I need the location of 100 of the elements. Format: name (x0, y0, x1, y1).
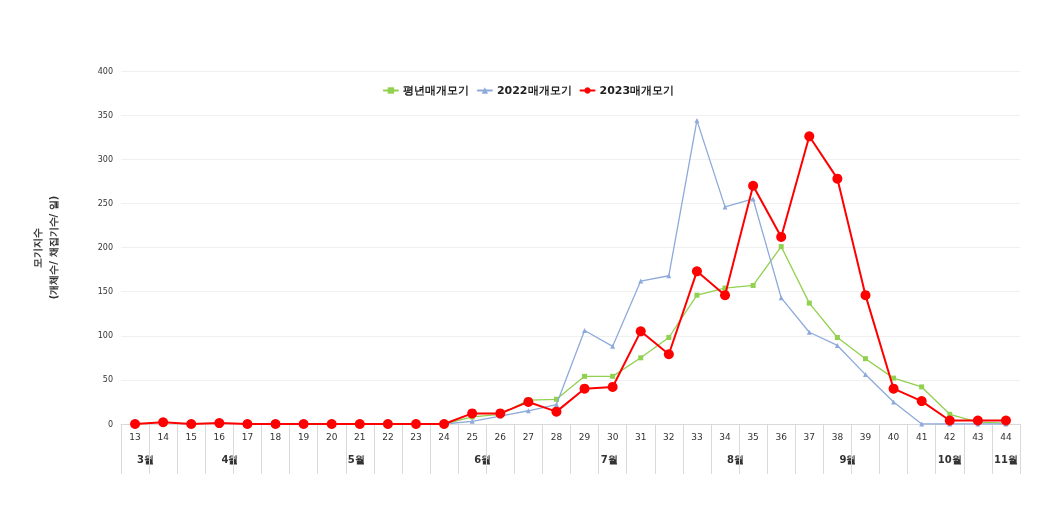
y-axis-title: 모기지수 (개체수/ 채집기수/ 일) (31, 195, 59, 300)
x-tick-label: 16 (213, 431, 226, 442)
x-tick-label: 29 (578, 431, 591, 442)
point (663, 349, 674, 360)
x-tick-label: 32 (663, 431, 675, 442)
point (776, 231, 787, 242)
point (722, 204, 728, 210)
point (806, 300, 812, 306)
text: 10월 (937, 453, 962, 465)
point (834, 342, 840, 348)
point (748, 180, 759, 191)
point (553, 402, 559, 408)
point (242, 419, 253, 429)
point (635, 326, 646, 337)
y-tick-label: 200 (97, 243, 113, 252)
legend-label: 평년매개모기 (402, 84, 469, 97)
y-tick-label: 400 (97, 66, 113, 76)
x-tick-label: 42 (944, 431, 956, 442)
point (354, 419, 365, 429)
x-tick-label: 27 (522, 431, 535, 442)
point (551, 406, 562, 417)
x-tick-label: 30 (606, 431, 619, 442)
x-tick-label: 33 (691, 431, 703, 442)
point (834, 335, 840, 341)
y-tick-label: 300 (97, 154, 113, 164)
legend-label: 2022매개모기 (496, 84, 572, 97)
point (916, 396, 927, 407)
y-tick-label: 0 (107, 419, 113, 429)
point (582, 327, 588, 333)
point (778, 244, 784, 250)
point (720, 290, 731, 301)
x-tick-label: 26 (494, 431, 507, 442)
y-tick-label: 100 (97, 331, 113, 341)
point (158, 417, 169, 428)
x-tick-label: 21 (354, 431, 366, 442)
point (579, 383, 590, 394)
point (610, 343, 616, 349)
point (944, 415, 955, 426)
point (888, 383, 899, 394)
point (298, 419, 309, 429)
point (523, 396, 534, 407)
x-tick-label: 20 (325, 431, 338, 442)
x-tick-label: 37 (803, 431, 816, 442)
point (860, 290, 871, 301)
point (1000, 415, 1011, 426)
point (469, 418, 475, 424)
x-tick-label: 34 (719, 431, 732, 442)
point (270, 419, 281, 429)
x-tick-label: 19 (297, 431, 310, 442)
point (467, 408, 478, 419)
x-tick-label: 17 (241, 431, 254, 442)
point (806, 329, 812, 335)
point (582, 373, 588, 379)
x-tick-label: 44 (1000, 431, 1012, 442)
point (691, 266, 702, 277)
x-tick-label: 13 (129, 431, 141, 442)
x-tick-label: 43 (972, 431, 984, 442)
y-tick-label: 150 (97, 287, 113, 297)
legend-label: 2023매개모기 (599, 84, 675, 97)
x-tick-label: 31 (635, 431, 647, 442)
point (214, 418, 225, 429)
point (750, 282, 756, 288)
point (862, 372, 868, 378)
point (862, 356, 868, 362)
x-tick-label: 15 (185, 431, 197, 442)
x-tick-label: 23 (410, 431, 422, 442)
point (326, 419, 337, 429)
point (382, 419, 393, 429)
point (919, 384, 925, 390)
x-tick-label: 35 (747, 431, 759, 442)
text: 5월 (347, 453, 365, 465)
x-tick-label: 36 (775, 431, 788, 442)
point (694, 292, 700, 298)
text: 7월 (600, 453, 618, 465)
point (832, 173, 843, 184)
point (610, 373, 616, 379)
point (694, 117, 700, 123)
text: 11월 (993, 453, 1018, 465)
point (607, 381, 618, 392)
point (804, 131, 815, 142)
x-tick-label: 38 (831, 431, 844, 442)
y-tick-label: 350 (97, 110, 113, 120)
point (410, 419, 421, 429)
x-tick-label: 24 (438, 431, 451, 442)
point (186, 419, 197, 429)
x-tick-label: 14 (157, 431, 170, 442)
x-tick-label: 40 (887, 431, 900, 442)
point (972, 415, 983, 426)
point (638, 278, 644, 284)
x-tick-label: 41 (915, 431, 928, 442)
y-tick-label: 250 (97, 198, 113, 208)
x-tick-label: 39 (859, 431, 872, 442)
point (130, 419, 141, 429)
x-tick-label: 22 (382, 431, 394, 442)
y-tick-label: 50 (102, 375, 113, 385)
x-tick-label: 25 (466, 431, 478, 442)
point (666, 335, 672, 341)
point (919, 421, 925, 427)
point (638, 355, 644, 361)
x-tick-label: 28 (550, 431, 563, 442)
